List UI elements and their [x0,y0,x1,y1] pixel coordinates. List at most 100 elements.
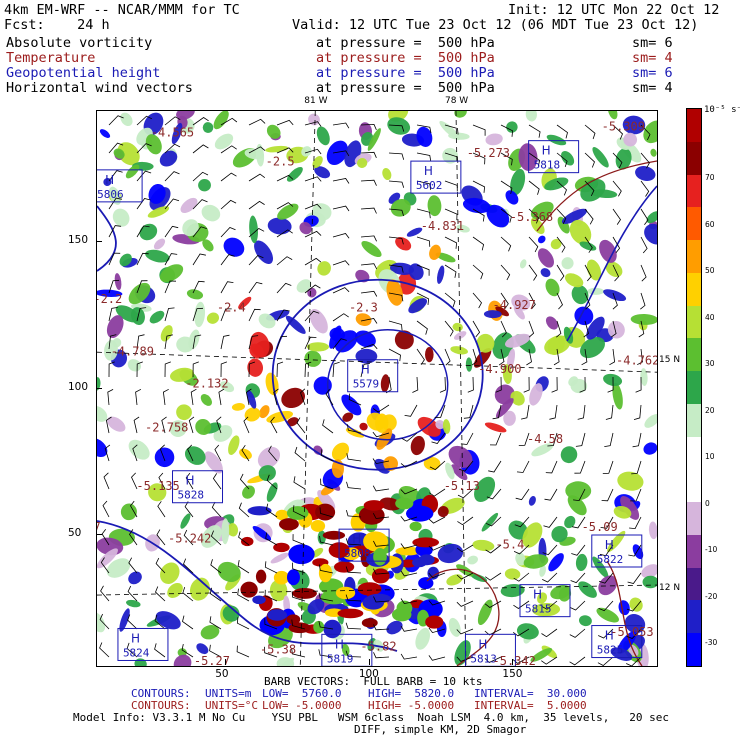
contours-height-units: UNITS=m [205,687,252,700]
vorticity-blob [617,631,637,654]
wind-barb [216,416,222,434]
wind-barb [457,516,474,526]
wind-barb [264,618,278,630]
vorticity-blob [355,330,376,348]
high-marker: H [533,588,542,602]
wind-barb [528,264,538,281]
wind-barb [332,178,350,184]
vorticity-blob [505,190,519,205]
vorticity-blob [254,240,273,265]
wind-barb [400,653,418,660]
wind-barb [304,361,312,378]
height-center-box [519,584,571,618]
wind-barb [332,287,350,294]
height-center-box [347,359,399,393]
high-marker: H [361,363,370,377]
vorticity-blob [417,416,441,437]
vorticity-blob [592,147,609,168]
wind-barb [373,568,390,575]
x-tick-mark [225,659,227,665]
vorticity-blob [607,321,625,339]
temperature-label: -5.38 [260,642,296,656]
colorbar-segment [687,207,701,240]
wind-barb [192,280,205,294]
vorticity-blob [198,178,211,192]
height-center-box [321,633,373,666]
field-level: at pressure = 500 hPa [316,80,495,96]
wind-barb [514,516,530,528]
wind-barb [412,376,419,393]
wind-barb [484,600,502,608]
wind-barb [416,236,431,247]
wind-barb [628,544,642,557]
height-center-box [464,633,516,666]
wind-barb [154,614,166,630]
high-marker: H [335,637,344,651]
colorbar-segment [687,600,701,633]
wind-barb [556,320,562,338]
wind-barb [164,143,181,154]
wind-barb [164,307,175,322]
wind-barb [640,292,646,310]
x-tick-mark [512,659,514,665]
vorticity-blob [334,330,358,353]
wind-barb [346,453,362,462]
vorticity-blob [367,128,381,151]
wind-barb [472,236,485,251]
wind-barb [472,320,481,338]
height-center-label: 5819 [327,652,354,665]
vorticity-blob [184,446,206,465]
wind-barb [212,473,222,490]
vorticity-blob [605,261,623,278]
vorticity-blob [337,608,364,619]
wind-barb [610,320,617,338]
vorticity-blob [331,442,350,461]
vorticity-blob [518,143,538,171]
vorticity-blob [241,536,254,547]
temperature-label: -2.5 [266,155,295,169]
temperature-label: -2.758 [145,420,188,434]
vorticity-blob [119,608,130,632]
temperature-label: -5.053 [610,625,653,639]
wind-barb [584,180,595,197]
wind-barb [372,458,390,465]
vorticity-blob [120,112,133,126]
vorticity-blob [314,166,331,179]
wind-barb [276,202,294,210]
vorticity-blob [173,654,192,666]
colorbar-segment [687,174,701,208]
wind-barb [266,474,278,490]
wind-barb [388,348,401,362]
vorticity-blob [288,544,315,565]
vorticity-blob [249,343,264,359]
wind-barb [571,544,586,556]
wind-barb [214,444,222,462]
vorticity-blob [390,198,411,217]
colorbar-segment [687,403,701,437]
vorticity-blob [255,569,267,584]
wind-barb [541,628,558,638]
wind-barb [542,544,558,556]
vorticity-blob [334,561,355,573]
vorticity-blob [618,600,630,616]
colorbar-tick-label: 30 [705,359,715,368]
wind-barb [431,432,446,444]
vorticity-blob [160,325,173,342]
wind-barb [388,264,404,273]
vorticity-map: H5579H5602H5818H5806H5828H5808H5822H5815… [97,111,657,666]
wind-barb [495,376,502,393]
wind-barb [128,557,138,574]
wind-barb [248,255,264,266]
wind-barb [456,656,474,662]
vorticity-blob [117,142,140,166]
wind-barb [400,598,418,605]
vorticity-blob [599,239,617,263]
wind-barb [127,585,138,602]
wind-barb [220,281,234,294]
vorticity-blob [525,111,537,122]
vorticity-blob [425,615,444,629]
vorticity-blob [252,595,266,605]
vorticity-blob [641,564,657,579]
wind-barb [570,600,586,611]
vorticity-blob [202,239,214,252]
